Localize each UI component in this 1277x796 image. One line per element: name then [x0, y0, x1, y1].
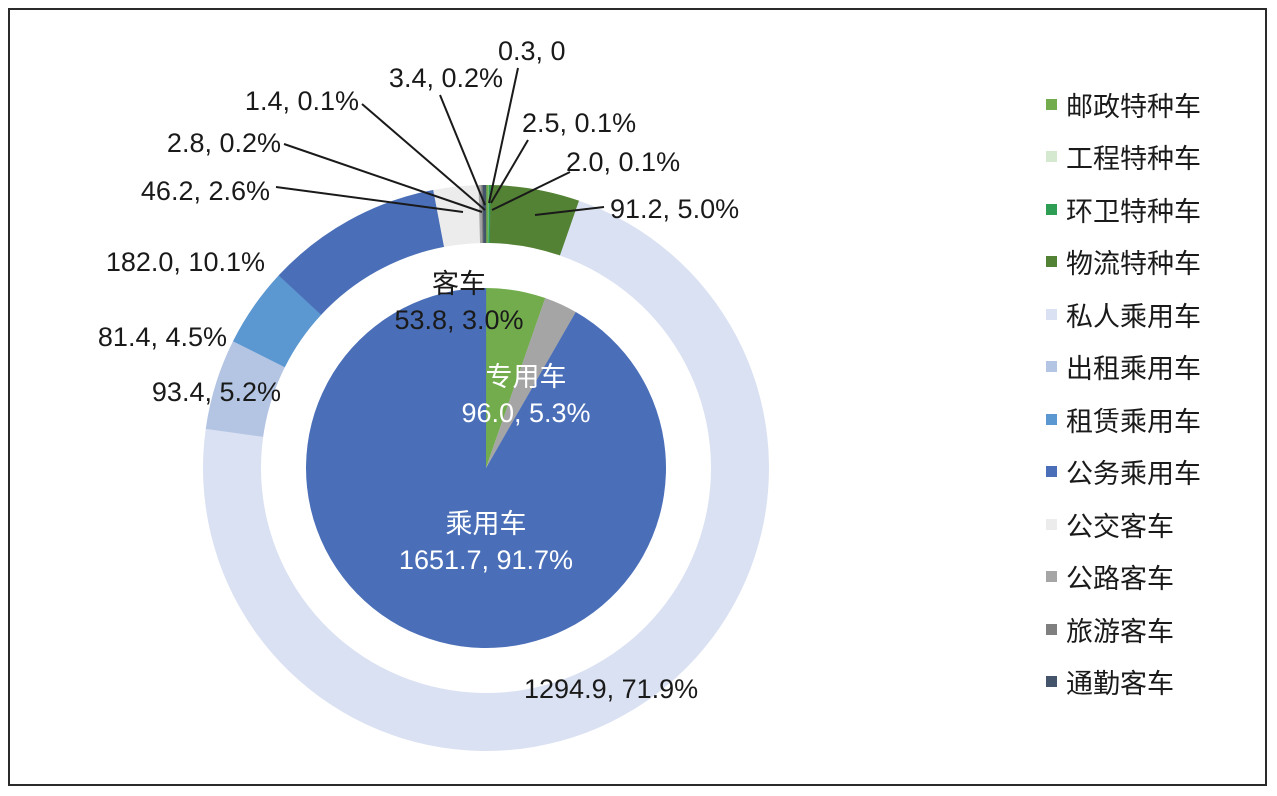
leader-line-11 [439, 94, 486, 206]
outer-data-label-11: 3.4, 0.2% [389, 63, 503, 93]
legend-item-11: 通勤客车 [1046, 656, 1201, 709]
legend-item-5: 出租乘用车 [1046, 341, 1201, 394]
legend-swatch [1046, 361, 1057, 373]
legend-swatch [1046, 98, 1057, 110]
outer-slice-0 [486, 185, 489, 244]
leader-line-9 [283, 143, 483, 213]
inner-data-label-0: 96.0, 5.3% [461, 398, 590, 428]
outer-data-label-9: 2.8, 0.2% [167, 128, 281, 158]
inner-data-label-2: 1651.7, 91.7% [399, 545, 573, 575]
legend-item-1: 工程特种车 [1046, 131, 1201, 184]
legend-item-10: 旅游客车 [1046, 603, 1201, 656]
inner-pie [306, 287, 666, 648]
leader-line-2 [491, 171, 571, 211]
legend-label: 公交客车 [1066, 511, 1174, 543]
legend-label: 通勤客车 [1066, 669, 1174, 701]
legend-item-9: 公路客车 [1046, 551, 1201, 604]
inner-slice-2 [306, 287, 666, 648]
legend-swatch [1046, 256, 1057, 268]
leader-line-8 [275, 186, 464, 213]
legend-label: 环卫特种车 [1066, 196, 1201, 228]
legend-label: 工程特种车 [1066, 144, 1201, 176]
legend-swatch [1046, 308, 1057, 320]
legend-item-3: 物流特种车 [1046, 236, 1201, 289]
inner-category-label-2: 乘用车 [446, 509, 527, 539]
inner-slice-0 [486, 288, 546, 468]
legend-item-7: 公务乘用车 [1046, 446, 1201, 499]
inner-labels: 专用车 96.0, 5.3% 客车 53.8, 3.0% 乘用车 1651.7, 91.7… [394, 269, 590, 575]
leader-line-10 [361, 103, 486, 211]
outer-data-label-5: 93.4, 5.2% [152, 377, 281, 407]
outer-slice-9 [478, 185, 483, 244]
outer-data-label-2: 2.0, 0.1% [566, 147, 680, 177]
outer-slice-7 [278, 189, 445, 315]
inner-data-label-1: 53.8, 3.0% [394, 305, 523, 335]
legend-swatch [1046, 571, 1057, 583]
legend-item-6: 租赁乘用车 [1046, 393, 1201, 446]
legend-item-0: 邮政特种车 [1046, 78, 1201, 131]
outer-data-label-3: 91.2, 5.0% [610, 194, 739, 224]
outer-slice-3 [489, 185, 580, 256]
legend-swatch [1046, 203, 1057, 215]
legend-item-8: 公交客车 [1046, 498, 1201, 551]
legend-label: 物流特种车 [1066, 249, 1201, 281]
legend-swatch [1046, 466, 1057, 478]
legend-item-4: 私人乘用车 [1046, 288, 1201, 341]
legend-label: 旅游客车 [1066, 616, 1174, 648]
outer-data-label-10: 1.4, 0.1% [245, 86, 359, 116]
outer-data-label-1: 0.3, 0 [498, 36, 566, 66]
legend-swatch [1046, 413, 1057, 425]
outer-slice-8 [433, 185, 481, 247]
leader-line-0 [490, 139, 529, 204]
legend-label: 公务乘用车 [1066, 459, 1201, 491]
leader-lines [275, 67, 605, 216]
legend-label: 邮政特种车 [1066, 91, 1201, 123]
legend-label: 私人乘用车 [1066, 301, 1201, 333]
outer-slice-5 [205, 341, 285, 437]
inner-category-label-1: 客车 [432, 269, 486, 299]
legend-label: 公路客车 [1066, 564, 1174, 596]
legend-swatch [1046, 676, 1057, 688]
legend: 邮政特种车工程特种车环卫特种车物流特种车私人乘用车出租乘用车租赁乘用车公务乘用车… [1046, 78, 1201, 708]
legend-label: 出租乘用车 [1066, 354, 1201, 386]
legend-swatch [1046, 623, 1057, 635]
outer-ring [203, 185, 770, 751]
outer-labels: 2.5, 0.1% 0.3, 0 2.0, 0.1% 91.2, 5.0% 1294.9… [98, 36, 739, 704]
legend-label: 租赁乘用车 [1066, 406, 1201, 438]
outer-data-label-7: 182.0, 10.1% [106, 247, 265, 277]
leader-line-3 [534, 206, 605, 216]
legend-swatch [1046, 518, 1057, 530]
outer-data-label-0: 2.5, 0.1% [522, 108, 636, 138]
inner-slice-1 [486, 297, 576, 468]
legend-swatch [1046, 151, 1057, 163]
outer-data-label-6: 81.4, 4.5% [98, 322, 227, 352]
outer-slice-6 [232, 275, 322, 368]
outer-data-label-8: 46.2, 2.6% [141, 176, 270, 206]
outer-data-label-4: 1294.9, 71.9% [524, 674, 698, 704]
inner-category-label-0: 专用车 [486, 362, 567, 392]
legend-item-2: 环卫特种车 [1046, 183, 1201, 236]
leader-line-1 [488, 67, 519, 204]
